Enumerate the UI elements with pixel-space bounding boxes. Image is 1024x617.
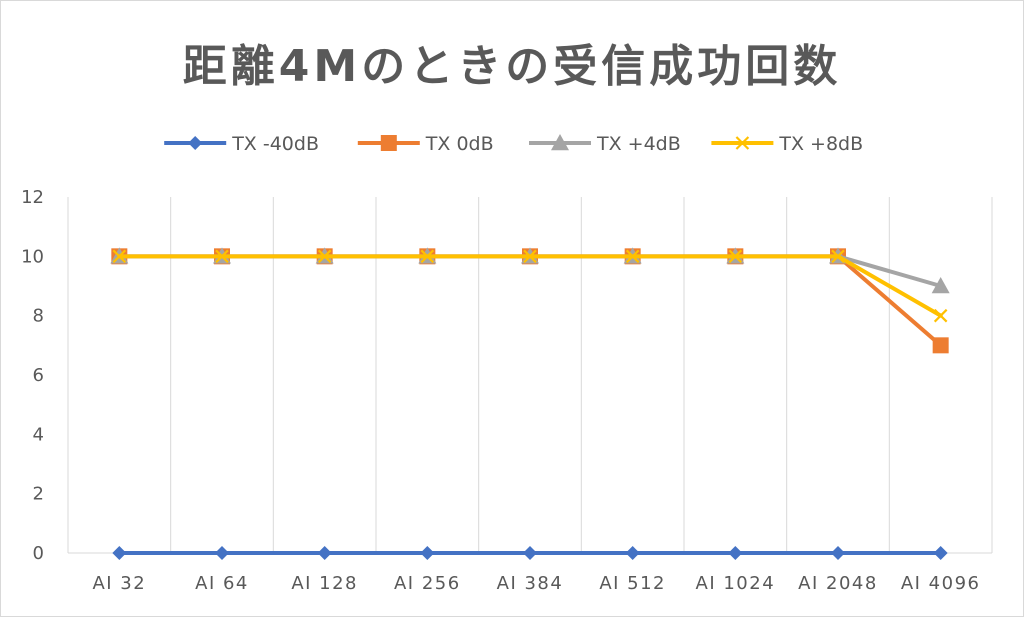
- data-point: [420, 546, 435, 560]
- y-tick-label: 10: [21, 246, 44, 267]
- data-point: [420, 249, 435, 264]
- x-tick-label: AI 2048: [798, 573, 878, 594]
- series-area: [110, 247, 950, 560]
- marker-stroke: [728, 249, 743, 264]
- y-tick-label: 6: [33, 365, 44, 386]
- y-tick-label: 0: [33, 543, 44, 564]
- x-tick-label: AI 4096: [901, 573, 981, 594]
- data-point: [728, 249, 743, 264]
- data-point: [933, 308, 948, 323]
- marker-stroke: [112, 249, 127, 264]
- data-point: [831, 249, 845, 264]
- marker-stroke: [735, 136, 750, 150]
- data-point: [932, 337, 949, 354]
- data-point: [317, 249, 332, 264]
- legend-marker: [735, 136, 750, 150]
- legend-label: TX +4dB: [596, 133, 681, 155]
- series-1: [111, 248, 949, 354]
- legend: TX -40dB TX 0dB TX +4dB TX +8dB: [164, 133, 863, 155]
- data-point: [931, 277, 950, 294]
- y-tick-label: 4: [33, 424, 44, 445]
- axes: 0 2 4 6 8 10 12 AI 32 AI 64 AI 128 AI 256 AI 384 AI …: [21, 187, 992, 594]
- data-point: [112, 249, 127, 264]
- x-tick-label: AI 32: [92, 573, 146, 594]
- data-point: [523, 249, 537, 264]
- series-3: [112, 249, 948, 323]
- x-tick-label: AI 64: [195, 573, 249, 594]
- data-point: [215, 546, 229, 560]
- y-tick-label: 8: [33, 306, 44, 327]
- marker-stroke: [933, 308, 948, 323]
- legend-marker: [380, 135, 397, 151]
- data-point: [523, 546, 537, 560]
- marker-stroke: [215, 249, 229, 264]
- series-2: [110, 247, 950, 294]
- y-tick-label: 12: [21, 187, 44, 208]
- data-point: [317, 546, 332, 560]
- series-0: [112, 546, 948, 560]
- marker-stroke: [317, 249, 332, 264]
- legend-label: TX 0dB: [425, 133, 494, 155]
- legend-label: TX -40dB: [231, 133, 319, 155]
- x-tick-label: AI 384: [497, 573, 564, 594]
- marker-stroke: [831, 249, 845, 264]
- marker-stroke: [625, 249, 640, 264]
- x-tick-label: AI 128: [291, 573, 358, 594]
- data-point: [625, 546, 640, 560]
- marker-stroke: [420, 249, 435, 264]
- series-line: [117, 254, 943, 348]
- data-point: [625, 249, 640, 264]
- chart-title: 距離4Mのときの受信成功回数: [182, 41, 842, 92]
- legend-item-0: TX -40dB: [164, 133, 319, 155]
- data-point: [112, 546, 127, 560]
- legend-label: TX +8dB: [778, 133, 863, 155]
- marker-stroke: [523, 249, 537, 264]
- data-point: [831, 546, 845, 560]
- x-tick-label: AI 256: [394, 573, 461, 594]
- legend-marker: [551, 134, 569, 151]
- legend-item-1: TX 0dB: [357, 133, 494, 155]
- data-point: [933, 546, 948, 560]
- y-tick-label: 2: [33, 484, 44, 505]
- legend-item-3: TX +8dB: [711, 133, 863, 155]
- x-tick-label: AI 1024: [696, 573, 776, 594]
- data-point: [215, 249, 229, 264]
- series-line: [117, 254, 943, 318]
- legend-item-2: TX +4dB: [529, 133, 681, 155]
- legend-marker: [188, 136, 203, 150]
- data-point: [728, 546, 743, 560]
- x-tick-label: AI 512: [599, 573, 666, 594]
